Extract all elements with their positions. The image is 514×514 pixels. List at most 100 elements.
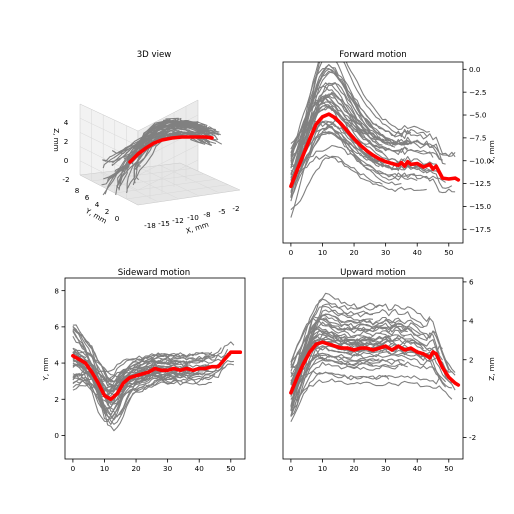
mean-trace-3d xyxy=(128,135,214,164)
y-tick-label: −2.5 xyxy=(469,88,486,97)
y-tick-label: 2 xyxy=(469,355,474,364)
plot-forward: 0 10 20 30 40 50 0.0 −2.5 −5.0 −7.5 −10.0 −12.5 −15.… xyxy=(289,62,491,257)
x-tick-label: 40 xyxy=(413,464,423,473)
plot-area-sideward xyxy=(71,324,243,432)
y-tick-label-3d: 4 xyxy=(95,200,100,209)
x-tick-label: 20 xyxy=(349,464,359,473)
trial-trace xyxy=(290,354,380,381)
trial-trace xyxy=(290,313,402,392)
trial-trace xyxy=(290,62,430,167)
y-tick-label: 0 xyxy=(54,431,59,440)
panel-sideward-motion: Sideward motion 0 10 20 30 40 50 0 2 4 6 8 Y, mm xyxy=(41,268,246,473)
trial-trace-3d xyxy=(115,121,210,177)
y-tick-label-3d: 8 xyxy=(75,186,80,195)
y-tick-label: 0 xyxy=(469,394,474,403)
axes-frame-upward xyxy=(282,277,464,460)
trial-trace xyxy=(290,62,412,198)
panel-forward-motion: Forward motion 0 10 20 30 40 50 0.0 −2.5 −5.0 −7.… xyxy=(282,50,496,257)
mean-trace xyxy=(71,350,243,402)
y-tick-label: 8 xyxy=(54,286,59,295)
grid-line xyxy=(114,178,217,194)
mean-trace xyxy=(289,112,461,189)
axes-frame-sideward xyxy=(64,277,246,460)
grid-line xyxy=(137,129,199,161)
ylabel-forward: X, mm xyxy=(487,140,496,164)
y-tick-label: 6 xyxy=(469,277,474,286)
trial-trace xyxy=(290,82,396,178)
title-sideward: Sideward motion xyxy=(118,268,191,278)
grid-line xyxy=(126,184,229,200)
trial-trace xyxy=(290,336,389,417)
x-tick-label-3d: -12 xyxy=(172,216,184,225)
trial-trace xyxy=(290,298,431,392)
trial-trace xyxy=(72,349,213,383)
x-tick-label-3d: -5 xyxy=(218,207,225,216)
y-tick-label: −5.0 xyxy=(469,111,487,120)
x-tick-label: 0 xyxy=(289,464,294,473)
trial-trace xyxy=(290,155,383,211)
y-tick-label: 2 xyxy=(54,395,59,404)
y-tick-label: 4 xyxy=(54,359,59,368)
y-tick-label: 0.0 xyxy=(469,65,481,74)
trial-trace xyxy=(290,371,390,423)
grid-line xyxy=(79,117,139,147)
panel-upward-motion: Upward motion 0 10 20 30 40 50 -2 0 2 4 6 Z, mm xyxy=(282,268,496,473)
title-upward: Upward motion xyxy=(340,268,406,278)
trial-trace xyxy=(72,358,184,423)
y-tick-label: −10.0 xyxy=(469,156,491,165)
trial-trace xyxy=(290,154,427,192)
plot-sideward: 0 10 20 30 40 50 0 2 4 6 8 xyxy=(54,286,243,473)
x-tick-label: 20 xyxy=(131,464,141,473)
trial-trace xyxy=(290,303,374,412)
axes-frame-forward xyxy=(282,61,464,244)
plot-area-forward xyxy=(289,62,461,218)
y-tick-label-3d: 0 xyxy=(115,214,120,223)
ylabel-sideward: Y, mm xyxy=(41,358,50,382)
trial-trace xyxy=(290,305,456,407)
trial-trace xyxy=(290,95,380,153)
y-tick-label: −17.5 xyxy=(469,225,491,234)
pane-floor xyxy=(79,162,241,206)
trial-trace xyxy=(72,359,178,388)
plot-area-upward xyxy=(289,292,461,423)
trial-trace xyxy=(290,321,443,411)
trial-trace xyxy=(290,352,452,411)
trial-trace xyxy=(290,361,399,416)
y-tick-label: −15.0 xyxy=(469,202,491,211)
y-tick-label: -2 xyxy=(469,433,476,442)
x-tick-label: 50 xyxy=(444,248,454,257)
x-tick-label: 40 xyxy=(413,248,423,257)
x-tick-label: 20 xyxy=(349,248,359,257)
trial-trace xyxy=(290,105,374,176)
y-tick-label: 6 xyxy=(54,322,59,331)
x-tick-label: 0 xyxy=(71,464,76,473)
plot-upward: 0 10 20 30 40 50 -2 0 2 4 6 xyxy=(289,277,477,473)
trajectories-3d xyxy=(101,117,223,196)
trial-trace xyxy=(72,347,222,373)
z-tick-label-3d: 2 xyxy=(64,137,69,146)
z-tick-label-3d: -2 xyxy=(62,175,69,184)
y-tick-label: −7.5 xyxy=(469,133,486,142)
x-tick-label-3d: -2 xyxy=(232,204,239,213)
x-tick-label: 30 xyxy=(381,464,391,473)
grid-line xyxy=(139,167,200,197)
z-tick-label-3d: 0 xyxy=(64,156,69,165)
x-tick-label: 30 xyxy=(163,464,173,473)
trial-trace-3d xyxy=(117,124,220,184)
trial-trace xyxy=(290,378,453,402)
title-forward: Forward motion xyxy=(339,50,406,60)
x-tick-label: 50 xyxy=(444,464,454,473)
zlabel-3d: Z, mm xyxy=(52,128,61,152)
grid-line xyxy=(159,165,220,194)
trial-trace xyxy=(72,374,200,394)
y-tick-label-3d: 6 xyxy=(85,193,90,202)
grid-line xyxy=(137,159,199,191)
title-3d: 3D view xyxy=(137,50,172,60)
x-tick-label: 50 xyxy=(226,464,236,473)
trial-trace xyxy=(290,359,447,407)
x-tick-label: 10 xyxy=(318,464,328,473)
mean-trace xyxy=(289,340,461,395)
y-tick-label: 4 xyxy=(469,316,474,325)
